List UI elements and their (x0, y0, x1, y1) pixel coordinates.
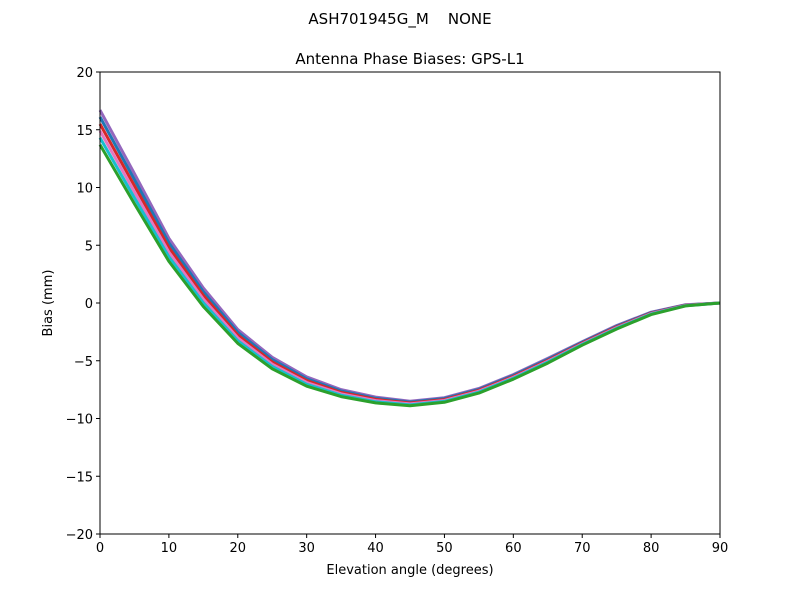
y-tick-label: −15 (66, 470, 93, 485)
x-tick-label: 50 (436, 541, 453, 556)
y-tick-label: 15 (76, 124, 93, 139)
x-tick-label: 30 (298, 541, 315, 556)
chart-title: Antenna Phase Biases: GPS-L1 (295, 50, 524, 68)
x-tick-label: 60 (505, 541, 522, 556)
y-axis-ticks: −20 −15 −10 −5 0 5 10 15 20 (66, 66, 100, 543)
x-tick-label: 90 (712, 541, 729, 556)
x-tick-label: 40 (367, 541, 384, 556)
x-tick-label: 80 (643, 541, 660, 556)
y-axis-label: Bias (mm) (41, 270, 56, 337)
y-tick-label: −5 (74, 355, 93, 370)
y-tick-label: −20 (66, 528, 93, 543)
x-tick-label: 20 (230, 541, 247, 556)
series-line-5 (98, 144, 721, 408)
x-tick-label: 10 (161, 541, 178, 556)
x-tick-label: 0 (96, 541, 104, 556)
chart-suptitle: ASH701945G_M NONE (308, 10, 491, 29)
x-axis-ticks: 0 10 20 30 40 50 60 70 80 90 (96, 534, 728, 556)
y-tick-label: 0 (85, 297, 93, 312)
y-tick-label: 20 (76, 66, 93, 81)
series-lines (98, 109, 721, 408)
x-axis-label: Elevation angle (degrees) (326, 563, 493, 578)
y-tick-label: 5 (85, 239, 93, 254)
y-tick-label: −10 (66, 413, 93, 428)
x-tick-label: 70 (574, 541, 591, 556)
y-tick-label: 10 (76, 182, 93, 197)
